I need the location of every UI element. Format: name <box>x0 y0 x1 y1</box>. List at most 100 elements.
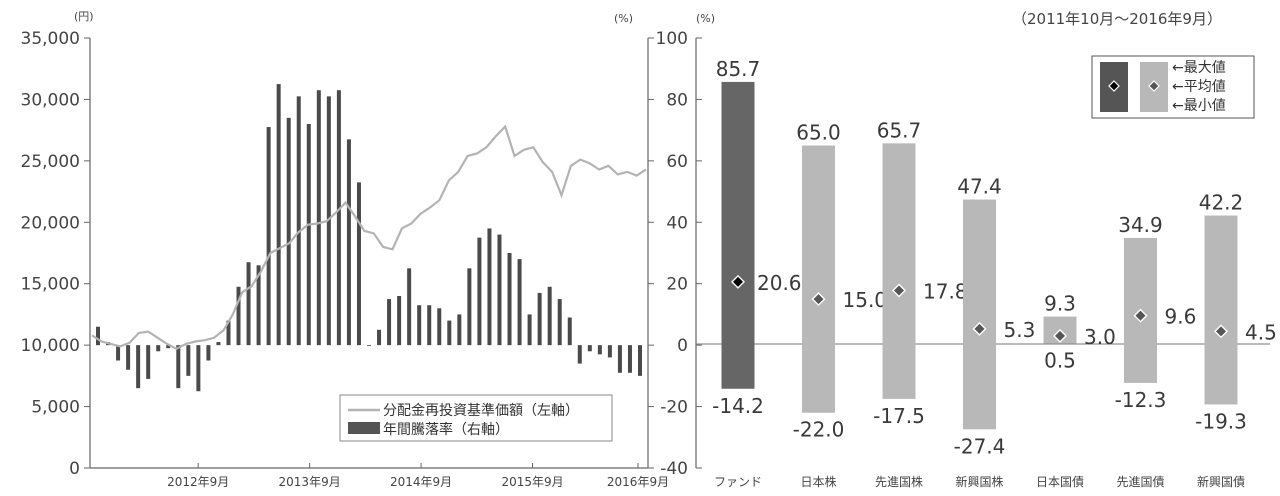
return-bar <box>367 345 371 346</box>
return-bar <box>166 345 171 349</box>
return-bar <box>126 345 131 370</box>
average-marker <box>892 283 906 298</box>
return-bar <box>216 342 221 346</box>
left-tick-label: 0 <box>69 459 80 479</box>
min-label: -27.4 <box>954 434 1006 458</box>
return-bar <box>336 90 341 346</box>
right-tick-label: 100 <box>656 29 688 49</box>
legend-bar-label: 年間騰落率（右軸） <box>383 421 509 438</box>
range-bar <box>721 81 755 389</box>
return-bar <box>296 96 301 346</box>
return-bar <box>116 345 121 361</box>
return-bar <box>136 345 141 389</box>
max-label: 85.7 <box>716 57 761 81</box>
legend-avg-label: ←平均値 <box>1172 79 1226 95</box>
legend-max-label: ←最大値 <box>1172 60 1226 76</box>
legend-asset-marker <box>1148 80 1160 92</box>
min-label: -12.3 <box>1115 388 1167 412</box>
return-bar <box>286 117 291 346</box>
return-bar <box>176 345 181 389</box>
right-tick-label: 80 <box>666 90 688 110</box>
x-tick-label: 2013年9月 <box>279 475 341 489</box>
right-tick-label: 20 <box>666 275 688 295</box>
right-tick-label: 0 <box>677 336 688 356</box>
return-bar <box>417 305 422 346</box>
return-bar <box>246 262 251 346</box>
category-label: 日本株 <box>800 474 836 489</box>
max-label: 34.9 <box>1118 213 1163 237</box>
range-bar <box>802 145 835 413</box>
left-axis-unit: (円) <box>74 10 94 23</box>
category-label: 日本国債 <box>1036 474 1084 489</box>
return-bar <box>477 237 482 346</box>
category-label: ファンド <box>714 475 762 489</box>
left-tick-label: 10,000 <box>21 336 80 356</box>
return-bar <box>407 268 412 346</box>
return-bar <box>638 345 642 376</box>
return-bar <box>467 268 472 346</box>
legend-min-label: ←最小値 <box>1172 98 1226 114</box>
average-marker <box>811 292 826 307</box>
left-legend: 分配金再投資基準価額（左軸） 年間騰落率（右軸） <box>339 394 613 442</box>
legend-box <box>339 394 613 442</box>
period-label: （2011年10月～2016年9月） <box>1012 10 1222 28</box>
return-bar <box>397 296 402 346</box>
return-bar <box>577 345 582 364</box>
return-bar <box>387 299 392 346</box>
right-legend: ←最大値 ←平均値 ←最小値 <box>1091 55 1255 119</box>
legend-bar-swatch <box>348 422 380 434</box>
return-bar <box>236 286 241 346</box>
return-bar <box>547 286 552 346</box>
return-bar <box>186 345 191 376</box>
right-tick-label: -20 <box>660 398 688 418</box>
x-tick-label: 2015年9月 <box>501 475 563 489</box>
max-label: 65.0 <box>796 121 841 145</box>
return-bar <box>146 345 151 379</box>
average-marker <box>731 274 745 289</box>
right-tick-label: 60 <box>666 152 688 172</box>
category-label: 新興国債 <box>1197 474 1245 489</box>
return-bar <box>487 228 492 346</box>
return-bar <box>617 345 622 373</box>
return-bar <box>607 345 612 358</box>
min-label: 0.5 <box>1044 349 1076 373</box>
return-bar <box>567 317 572 346</box>
return-bar <box>517 259 522 346</box>
return-bar <box>437 308 442 346</box>
return-bar <box>346 139 351 346</box>
return-bar <box>527 314 532 346</box>
avg-label: 20.6 <box>757 271 802 295</box>
range-bar <box>963 199 996 430</box>
return-bar <box>326 96 331 346</box>
average-marker <box>972 321 987 336</box>
return-bar <box>627 345 632 373</box>
min-label: -22.0 <box>793 418 845 442</box>
right-chart-unit: (%) <box>696 12 715 25</box>
return-bar <box>457 314 462 346</box>
return-bar <box>497 234 502 346</box>
min-label: -19.3 <box>1195 409 1247 433</box>
x-tick-label: 2014年9月 <box>390 475 452 489</box>
return-bar <box>356 182 361 346</box>
left-tick-label: 35,000 <box>21 29 80 49</box>
left-tick-label: 20,000 <box>21 213 80 233</box>
right-chart: (%) （2011年10月～2016年9月） 85.7 -14.2 20.6 ファンド… <box>695 10 1277 489</box>
return-bar <box>427 305 432 346</box>
x-tick-label: 2012年9月 <box>167 475 229 489</box>
avg-label: 9.6 <box>1165 305 1197 329</box>
return-bar <box>306 124 311 346</box>
avg-label: 15.0 <box>843 288 888 312</box>
left-tick-label: 5,000 <box>31 398 80 418</box>
return-bar <box>266 127 271 346</box>
avg-label: 4.5 <box>1245 320 1277 344</box>
return-bar <box>96 326 100 346</box>
return-bar <box>256 265 261 346</box>
max-label: 9.3 <box>1044 292 1076 316</box>
return-bar <box>377 329 382 346</box>
legend-line-label: 分配金再投資基準価額（左軸） <box>383 402 579 419</box>
legend-fund-marker <box>1108 80 1120 92</box>
x-tick-label: 2016年9月 <box>607 475 669 489</box>
range-bar <box>882 143 916 399</box>
max-label: 65.7 <box>877 118 922 142</box>
